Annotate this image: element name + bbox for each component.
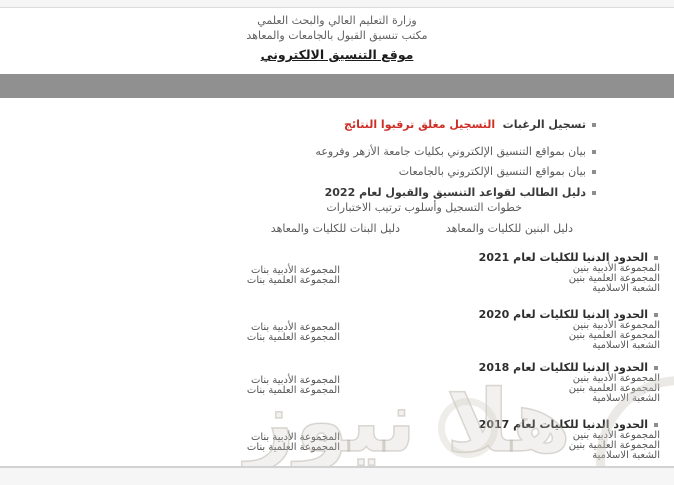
year-2021-boys-list: المجموعة الأدبية بنين المجموعة العلمية ب…: [569, 264, 660, 294]
list-item[interactable]: الشعبة الاسلامية: [592, 393, 660, 404]
year-2020-title: الحدود الدنيا للكليات لعام 2020: [478, 308, 648, 321]
registration-steps-link[interactable]: خطوات التسجيل وأسلوب ترتيب الاختبارات: [326, 201, 522, 214]
list-item[interactable]: المجموعة الأدبية بنات: [250, 265, 340, 276]
list-item[interactable]: الشعبة الاسلامية: [592, 340, 660, 351]
list-item[interactable]: المجموعة العلمية بنات: [246, 385, 340, 396]
list-item[interactable]: المجموعة العلمية بنين: [568, 383, 660, 394]
coordination-site-link[interactable]: موقع التنسيق الالكتروني: [260, 47, 414, 62]
list-item[interactable]: المجموعة الأدبية بنين: [572, 373, 660, 384]
year-2020-boys-list: المجموعة الأدبية بنين المجموعة العلمية ب…: [569, 321, 660, 351]
footer-strip: [0, 466, 674, 485]
list-item[interactable]: المجموعة العلمية بنات: [246, 442, 340, 453]
list-item[interactable]: المجموعة العلمية بنات: [246, 332, 340, 343]
menu-item-wishes[interactable]: تسجيل الرغبات التسجيل مغلق ترقبوا النتائ…: [344, 118, 596, 131]
gray-divider-band: [0, 74, 674, 98]
square-bullet-icon: [654, 423, 658, 427]
menu-item-azhar-sites[interactable]: بيان بمواقع التنسيق الإلكتروني بكليات جا…: [315, 145, 596, 158]
office-title: مكتب تنسيق القبول بالجامعات والمعاهد: [246, 29, 428, 42]
square-bullet-icon: [592, 150, 596, 154]
list-item[interactable]: المجموعة الأدبية بنات: [250, 375, 340, 386]
square-bullet-icon: [592, 123, 596, 127]
square-bullet-icon: [654, 366, 658, 370]
year-2021-header[interactable]: الحدود الدنيا للكليات لعام 2021: [479, 251, 658, 264]
list-item[interactable]: المجموعة العلمية بنين: [568, 273, 660, 284]
list-item[interactable]: المجموعة الأدبية بنات: [250, 322, 340, 333]
student-guide-2022-label: دليل الطالب لقواعد التنسيق والقبول لعام …: [324, 186, 586, 199]
square-bullet-icon: [654, 313, 658, 317]
year-2020-header[interactable]: الحدود الدنيا للكليات لعام 2020: [479, 308, 658, 321]
list-item[interactable]: الشعبة الاسلامية: [592, 283, 660, 294]
wishes-label: تسجيل الرغبات: [502, 118, 586, 131]
year-2018-header[interactable]: الحدود الدنيا للكليات لعام 2018: [479, 361, 658, 374]
year-2017-header[interactable]: الحدود الدنيا للكليات لعام 2017: [479, 418, 658, 431]
year-2020-girls-list: المجموعة الأدبية بنات المجموعة العلمية ب…: [247, 323, 340, 343]
list-item[interactable]: المجموعة العلمية بنين: [568, 330, 660, 341]
square-bullet-icon: [592, 191, 596, 195]
registration-closed-status: التسجيل مغلق ترقبوا النتائج: [344, 118, 496, 131]
year-2021-title: الحدود الدنيا للكليات لعام 2021: [478, 251, 648, 264]
top-strip: [0, 0, 674, 8]
university-sites-label: بيان بمواقع التنسيق الإلكتروني بالجامعات: [398, 165, 586, 178]
site-header: وزارة التعليم العالي والبحث العلمي مكتب …: [0, 13, 674, 63]
boys-guide-link[interactable]: دليل البنين للكليات والمعاهد: [445, 222, 573, 235]
list-item[interactable]: الشعبة الاسلامية: [592, 450, 660, 461]
year-2021-girls-list: المجموعة الأدبية بنات المجموعة العلمية ب…: [247, 266, 340, 286]
list-item[interactable]: المجموعة العلمية بنين: [568, 440, 660, 451]
list-item[interactable]: المجموعة الأدبية بنين: [572, 263, 660, 274]
square-bullet-icon: [654, 256, 658, 260]
year-2018-title: الحدود الدنيا للكليات لعام 2018: [478, 361, 648, 374]
menu-item-university-sites[interactable]: بيان بمواقع التنسيق الإلكتروني بالجامعات: [399, 165, 596, 178]
year-2017-title: الحدود الدنيا للكليات لعام 2017: [478, 418, 648, 431]
list-item[interactable]: المجموعة الأدبية بنات: [250, 432, 340, 443]
year-2018-girls-list: المجموعة الأدبية بنات المجموعة العلمية ب…: [247, 376, 340, 396]
menu-item-student-guide-2022[interactable]: دليل الطالب لقواعد التنسيق والقبول لعام …: [325, 186, 596, 199]
girls-guide-link[interactable]: دليل البنات للكليات والمعاهد: [270, 222, 400, 235]
year-2018-boys-list: المجموعة الأدبية بنين المجموعة العلمية ب…: [569, 374, 660, 404]
ministry-title: وزارة التعليم العالي والبحث العلمي: [257, 14, 417, 27]
list-item[interactable]: المجموعة الأدبية بنين: [572, 430, 660, 441]
year-2017-boys-list: المجموعة الأدبية بنين المجموعة العلمية ب…: [569, 431, 660, 461]
list-item[interactable]: المجموعة العلمية بنات: [246, 275, 340, 286]
square-bullet-icon: [592, 170, 596, 174]
list-item[interactable]: المجموعة الأدبية بنين: [572, 320, 660, 331]
azhar-sites-label: بيان بمواقع التنسيق الإلكتروني بكليات جا…: [315, 145, 586, 158]
year-2017-girls-list: المجموعة الأدبية بنات المجموعة العلمية ب…: [247, 433, 340, 453]
